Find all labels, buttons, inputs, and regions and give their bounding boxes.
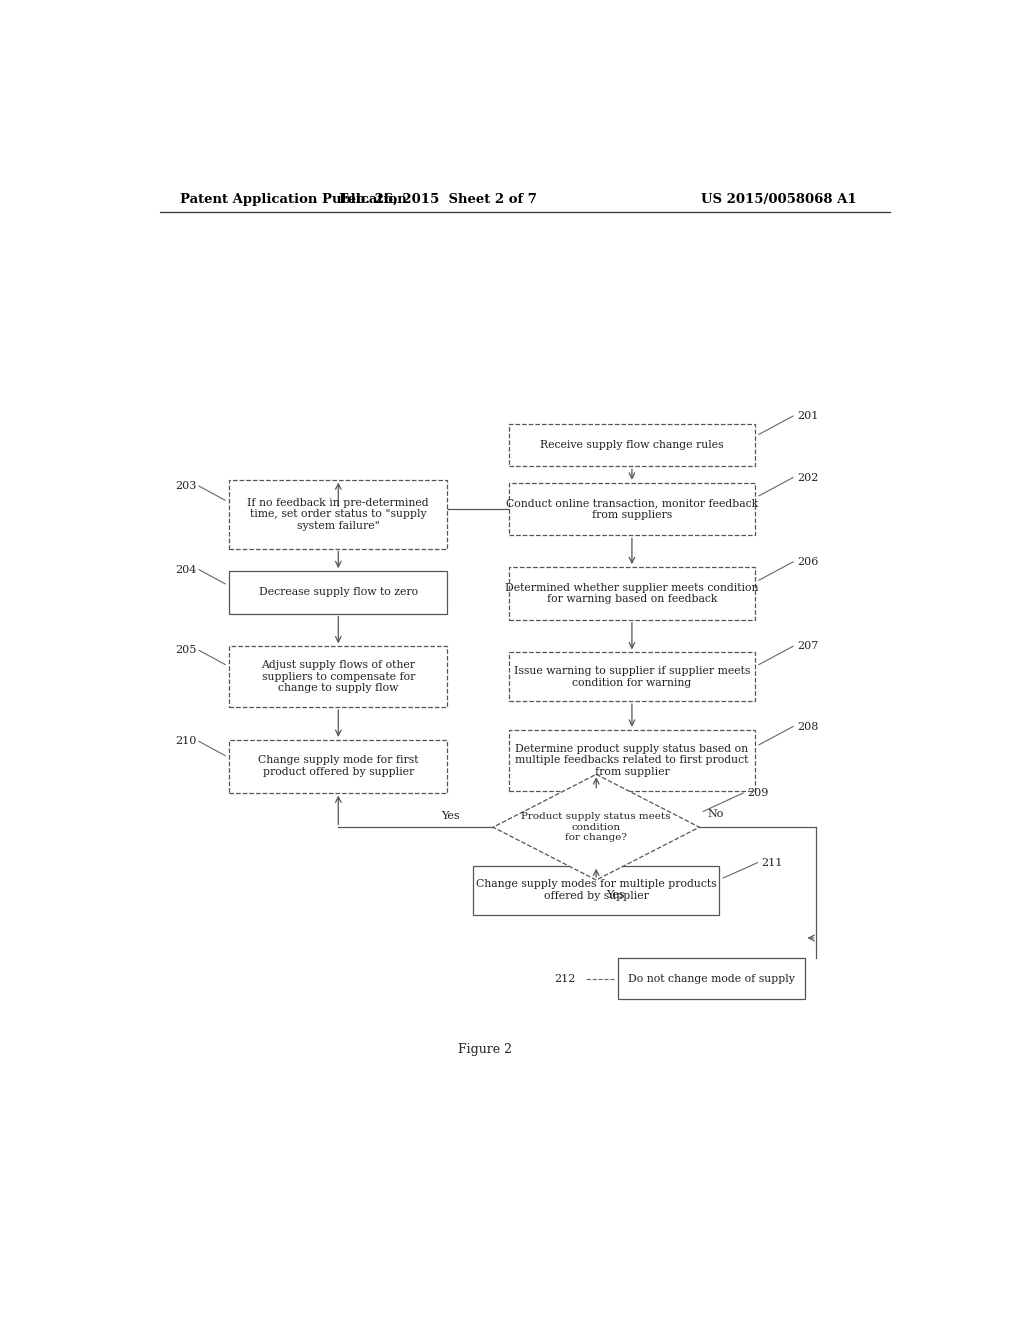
FancyBboxPatch shape bbox=[473, 866, 719, 915]
Text: 203: 203 bbox=[175, 480, 197, 491]
Text: Adjust supply flows of other
suppliers to compensate for
change to supply flow: Adjust supply flows of other suppliers t… bbox=[261, 660, 416, 693]
Text: Decrease supply flow to zero: Decrease supply flow to zero bbox=[259, 587, 418, 598]
Text: 210: 210 bbox=[175, 737, 197, 746]
Text: Receive supply flow change rules: Receive supply flow change rules bbox=[540, 440, 724, 450]
Text: Issue warning to supplier if supplier meets
condition for warning: Issue warning to supplier if supplier me… bbox=[514, 667, 751, 688]
Text: Patent Application Publication: Patent Application Publication bbox=[179, 193, 407, 206]
FancyBboxPatch shape bbox=[229, 572, 447, 614]
Text: 211: 211 bbox=[761, 858, 782, 867]
Text: 208: 208 bbox=[797, 722, 818, 731]
FancyBboxPatch shape bbox=[618, 958, 805, 999]
FancyBboxPatch shape bbox=[509, 568, 755, 620]
Text: Do not change mode of supply: Do not change mode of supply bbox=[628, 974, 795, 983]
Text: Change supply modes for multiple products
offered by supplier: Change supply modes for multiple product… bbox=[476, 879, 717, 902]
Text: 204: 204 bbox=[175, 565, 197, 574]
FancyBboxPatch shape bbox=[509, 483, 755, 536]
Text: Figure 2: Figure 2 bbox=[458, 1043, 512, 1056]
Text: 212: 212 bbox=[555, 974, 575, 983]
FancyBboxPatch shape bbox=[229, 479, 447, 549]
Text: 205: 205 bbox=[175, 645, 197, 655]
FancyBboxPatch shape bbox=[229, 647, 447, 708]
Text: Feb. 26, 2015  Sheet 2 of 7: Feb. 26, 2015 Sheet 2 of 7 bbox=[339, 193, 537, 206]
Text: US 2015/0058068 A1: US 2015/0058068 A1 bbox=[701, 193, 856, 206]
Polygon shape bbox=[494, 775, 699, 880]
Text: 201: 201 bbox=[797, 411, 818, 421]
Text: 207: 207 bbox=[797, 642, 818, 651]
Text: Determine product supply status based on
multiple feedbacks related to first pro: Determine product supply status based on… bbox=[515, 743, 749, 776]
Text: Change supply mode for first
product offered by supplier: Change supply mode for first product off… bbox=[258, 755, 419, 777]
Text: 206: 206 bbox=[797, 557, 818, 566]
Text: Conduct online transaction, monitor feedback
from suppliers: Conduct online transaction, monitor feed… bbox=[506, 498, 758, 520]
FancyBboxPatch shape bbox=[509, 652, 755, 701]
Text: If no feedback in pre-determined
time, set order status to "supply
system failur: If no feedback in pre-determined time, s… bbox=[248, 498, 429, 531]
Text: 202: 202 bbox=[797, 473, 818, 483]
FancyBboxPatch shape bbox=[509, 730, 755, 791]
Text: Yes: Yes bbox=[441, 810, 460, 821]
Text: Yes: Yes bbox=[606, 890, 625, 900]
Text: 209: 209 bbox=[748, 788, 768, 799]
Text: No: No bbox=[708, 809, 724, 818]
Text: Determined whether supplier meets condition
for warning based on feedback: Determined whether supplier meets condit… bbox=[505, 582, 759, 605]
FancyBboxPatch shape bbox=[229, 739, 447, 792]
FancyBboxPatch shape bbox=[509, 424, 755, 466]
Text: Product supply status meets
condition
for change?: Product supply status meets condition fo… bbox=[521, 812, 671, 842]
